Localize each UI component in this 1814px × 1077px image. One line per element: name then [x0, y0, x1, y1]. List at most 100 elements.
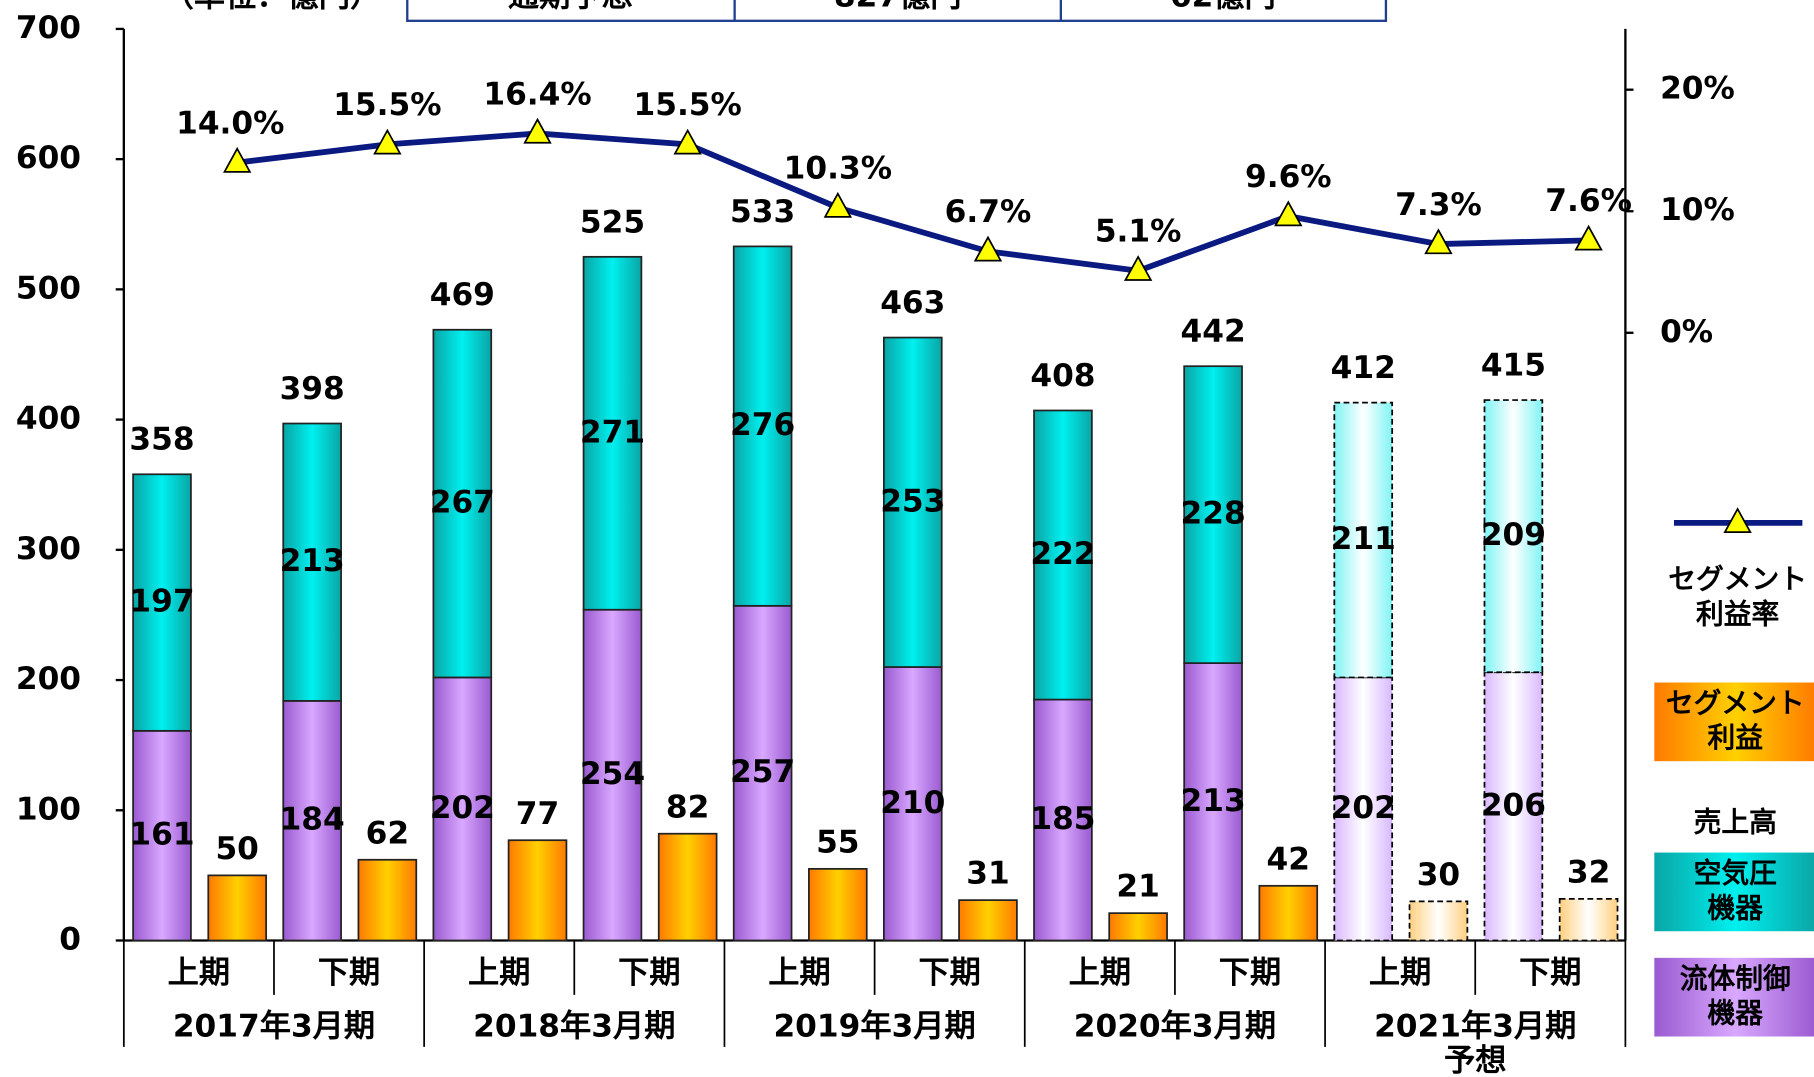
y-tick-label: 500 [16, 270, 81, 306]
bar [1033, 409, 1093, 701]
legend-label: セグメント利益率 [1668, 563, 1807, 631]
x-tick-label: 下期 [618, 955, 680, 991]
value-label: 185 [1030, 801, 1095, 837]
y-tick-label: 300 [16, 531, 81, 567]
y2-tick-label: 0% [1660, 314, 1713, 350]
header-box [406, 0, 1388, 22]
legend-label: 流体制御機器 [1680, 962, 1791, 1030]
value-label: 9.6% [1245, 159, 1332, 195]
header-cell: 62億円 [1170, 0, 1276, 15]
group-label: 2020年3月期 [1074, 1008, 1276, 1044]
total-label: 442 [1181, 314, 1246, 350]
value-label: 30 [1417, 857, 1460, 893]
value-label: 211 [1331, 521, 1396, 557]
unit-label: （単位：億円） [163, 0, 382, 15]
value-label: 16.4% [483, 76, 591, 112]
marker [1574, 224, 1603, 251]
bar [432, 676, 493, 942]
y-tick-label: 0 [59, 921, 81, 957]
marker [1424, 228, 1453, 255]
value-label: 5.1% [1095, 214, 1182, 250]
bar [882, 336, 943, 668]
bar [657, 832, 718, 942]
bar [808, 868, 868, 942]
value-label: 206 [1481, 787, 1546, 823]
value-label: 77 [516, 796, 559, 832]
bar [282, 422, 342, 702]
value-label: 276 [730, 407, 795, 443]
marker [1274, 200, 1303, 227]
marker [673, 128, 702, 155]
bar [1483, 399, 1544, 674]
x-tick-label: 上期 [468, 955, 530, 991]
y-tick-label: 100 [16, 791, 81, 827]
value-label: 213 [1181, 783, 1246, 819]
bar [1183, 662, 1243, 942]
value-label: 267 [430, 485, 495, 521]
y-tick-label: 200 [16, 661, 81, 697]
bar [1333, 401, 1394, 679]
bar [582, 255, 643, 611]
bar [732, 245, 793, 607]
value-label: 55 [816, 824, 859, 860]
value-label: 254 [580, 756, 645, 792]
x-tick-label: 上期 [168, 955, 230, 991]
group-label: 2018年3月期 [473, 1008, 675, 1044]
y2-tick-label: 10% [1660, 192, 1735, 228]
value-label: 197 [129, 584, 194, 620]
header-cell: 827億円 [834, 0, 962, 15]
legend-label: 空気圧機器 [1694, 857, 1777, 925]
value-label: 228 [1181, 496, 1246, 532]
legend-marker [1723, 507, 1752, 534]
total-label: 525 [580, 204, 645, 240]
value-label: 222 [1030, 536, 1095, 572]
bar [207, 874, 267, 942]
bar [507, 839, 568, 942]
y-tick-label: 600 [16, 140, 81, 176]
bar [282, 700, 342, 942]
value-label: 257 [730, 754, 795, 790]
legend-box [1654, 682, 1814, 762]
value-label: 15.5% [634, 87, 742, 123]
value-label: 210 [880, 785, 945, 821]
value-label: 82 [666, 789, 709, 825]
line [236, 130, 1589, 274]
value-label: 62 [366, 815, 409, 851]
bar [132, 729, 192, 942]
total-label: 412 [1331, 350, 1396, 386]
bar [357, 858, 418, 942]
group-label: 2021年3月期 [1374, 1008, 1576, 1044]
group-note: 予想 [1444, 1043, 1506, 1077]
x-tick-label: 下期 [318, 955, 380, 991]
bar [1108, 912, 1168, 942]
total-label: 408 [1030, 358, 1095, 394]
value-label: 209 [1481, 517, 1546, 553]
bar [1558, 897, 1619, 942]
y2-tick-label: 20% [1660, 71, 1735, 107]
bar [882, 666, 943, 942]
group-label: 2017年3月期 [173, 1008, 375, 1044]
bar [1483, 671, 1544, 942]
value-label: 7.3% [1395, 187, 1482, 223]
legend-box [1654, 852, 1814, 932]
value-label: 161 [129, 817, 194, 853]
value-label: 14.0% [176, 105, 284, 141]
x-tick-label: 下期 [1519, 955, 1581, 991]
value-label: 6.7% [945, 194, 1032, 230]
total-label: 398 [280, 371, 345, 407]
legend-title: 売上高 [1694, 806, 1777, 839]
legend-label: セグメント利益 [1666, 687, 1805, 755]
value-label: 31 [966, 856, 1009, 892]
marker [523, 117, 552, 144]
total-label: 358 [129, 422, 194, 458]
value-label: 32 [1567, 854, 1610, 890]
value-label: 202 [1331, 790, 1396, 826]
marker [223, 146, 252, 173]
x-tick-label: 下期 [1219, 955, 1281, 991]
value-label: 253 [880, 483, 945, 519]
bar [1408, 900, 1469, 942]
marker [1123, 255, 1153, 281]
y-tick-label: 400 [16, 401, 81, 437]
value-label: 42 [1267, 841, 1310, 877]
